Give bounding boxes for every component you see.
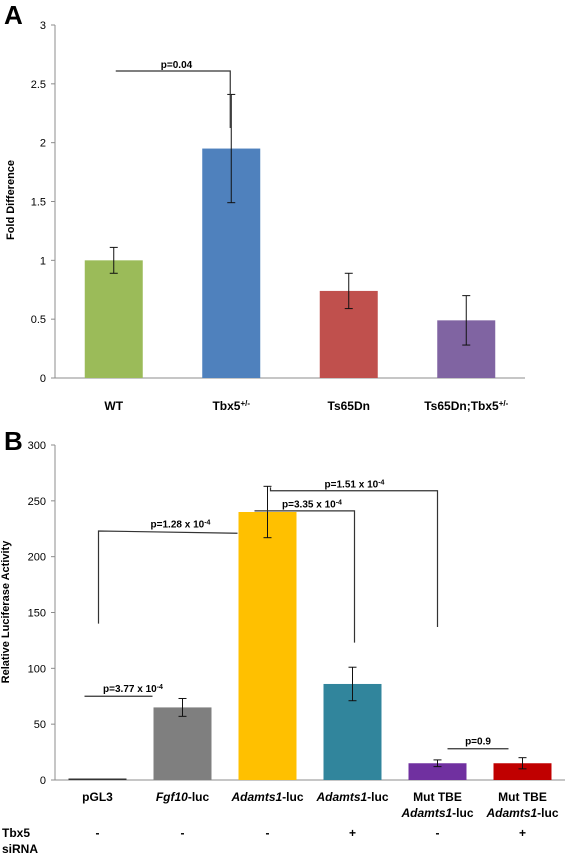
tbx5-sirna-sign: - xyxy=(436,826,440,840)
panel-a-y-tick-label: 2 xyxy=(40,138,46,150)
panel-b-y-tick-label: 100 xyxy=(28,663,46,675)
panel-a-y-tick-label: 1 xyxy=(40,255,46,267)
tbx5-sirna-sign: - xyxy=(181,826,185,840)
panel-b-y-tick-label: 250 xyxy=(28,496,46,508)
panel-b-p-value-3: p=3.35 x 10-4 xyxy=(282,499,342,511)
panel-b-y-tick-label: 150 xyxy=(28,608,46,620)
panel-a-y-tick-label: 1.5 xyxy=(31,197,46,209)
panel-b-x-tick-label: Adamts1-luc xyxy=(315,790,388,804)
panel-a-bar xyxy=(84,260,143,378)
panel-b-y-tick-label: 0 xyxy=(40,775,46,787)
panel-a-y-tick-label: 3 xyxy=(40,20,46,32)
tbx5-sirna-sign: - xyxy=(96,826,100,840)
panel-b-bracket-adamts1-mut xyxy=(269,487,439,628)
panel-a-y-tick-label: 2.5 xyxy=(31,79,46,91)
panel-a-significance-bracket xyxy=(115,70,231,128)
panel-a-p-value: p=0.04 xyxy=(161,60,193,71)
panel-b-x-tick-label: pGL3 xyxy=(82,790,113,804)
panel-a-letter: A xyxy=(4,0,23,30)
panel-b-x-tick-label: Mut TBE xyxy=(413,790,462,804)
panel-b-x-tick-label-line2: Adamts1-luc xyxy=(485,806,558,820)
panel-b-y-tick-label: 50 xyxy=(34,719,46,731)
panel-a-x-tick-label: WT xyxy=(104,399,123,413)
panel-b-bar xyxy=(238,512,297,780)
panel-b-chart: Relative Luciferase Activity 0 50 100 150 20… xyxy=(0,440,565,856)
panel-a-y-label: Fold Difference xyxy=(5,160,17,240)
panel-a-x-tick-label: Ts65Dn xyxy=(328,399,370,413)
tbx5-sirna-label-line1: Tbx5 xyxy=(2,826,30,840)
panel-b-bar xyxy=(153,707,212,780)
panel-a-chart: Fold Difference 0 0.5 1 1.5 2 2.5 3 WT Tbx5+/- T… xyxy=(5,20,525,413)
panel-b-bar xyxy=(68,778,127,780)
panel-b-y-tick-label: 300 xyxy=(28,440,46,452)
panel-b-bar xyxy=(493,763,552,780)
panel-b-y-label: Relative Luciferase Activity xyxy=(0,540,12,684)
panel-b-bar xyxy=(408,763,467,780)
panel-b-x-tick-label: Mut TBE xyxy=(498,790,547,804)
tbx5-sirna-sign: - xyxy=(266,826,270,840)
panel-b-p-value-4: p=3.77 x 10-4 xyxy=(103,683,163,695)
panel-b-p-value-1: p=1.28 x 10-4 xyxy=(151,519,211,531)
panel-b-bracket-adamts1-sirna xyxy=(254,510,356,643)
panel-b-x-tick-label: Adamts1-luc xyxy=(230,790,303,804)
panel-b-y-tick-label: 200 xyxy=(28,552,46,564)
panel-b-letter: B xyxy=(4,426,23,456)
panel-b-p-value-5: p=0.9 xyxy=(465,736,491,747)
panel-b-p-value-2: p=1.51 x 10-4 xyxy=(325,479,385,491)
panel-b-x-tick-label: Fgf10-luc xyxy=(156,790,210,804)
panel-a-y-tick-label: 0 xyxy=(40,373,46,385)
panel-b-bracket-pgl3-adamts1 xyxy=(97,530,238,624)
panel-a-x-tick-label: Tbx5+/- xyxy=(212,399,250,414)
panel-a-y-tick-label: 0.5 xyxy=(31,314,46,326)
panel-a-x-tick-label: Ts65Dn;Tbx5+/- xyxy=(424,399,508,414)
tbx5-sirna-sign: + xyxy=(349,826,356,840)
panel-b-x-tick-label-line2: Adamts1-luc xyxy=(400,806,473,820)
tbx5-sirna-label-line2: siRNA xyxy=(2,842,38,856)
tbx5-sirna-sign: + xyxy=(519,826,526,840)
